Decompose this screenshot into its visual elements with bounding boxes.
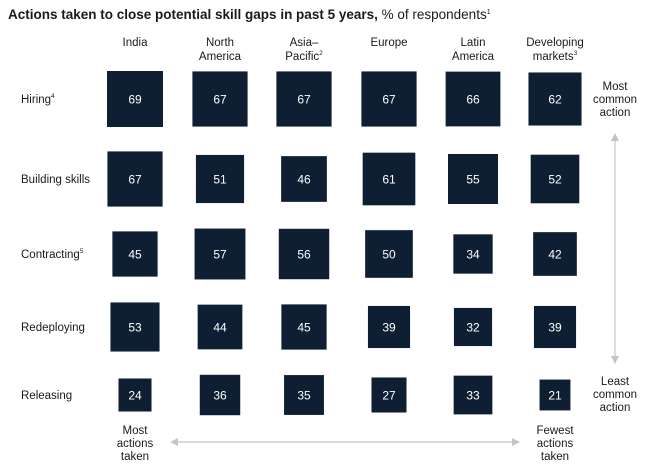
value-label-releasing-north-america: 36 [213,389,227,403]
cell-hiring-north-america [192,71,248,127]
legend-least-common-action-line-1: Least [601,376,630,388]
value-label-hiring-india: 69 [128,93,142,107]
cell-redeploying-developing-markets [533,305,577,349]
value-label-building-skills-india: 67 [128,173,142,187]
horizontal-arrow-head-left [170,438,178,446]
legend-least-common-action-line-3: action [600,402,631,414]
value-label-building-skills-europe: 61 [382,173,396,187]
column-header-europe: Europe [370,37,407,49]
cell-hiring-europe [361,71,417,127]
legend-most-actions-taken-line-3: taken [121,451,149,463]
value-label-building-skills-latin-america: 55 [466,173,480,187]
value-label-redeploying-europe: 39 [382,321,396,335]
value-label-redeploying-north-america: 44 [213,321,227,335]
cell-contracting-asia-pacific [278,228,330,280]
cell-contracting-latin-america [453,234,493,274]
cell-redeploying-latin-america [453,307,493,347]
cell-building-skills-india [107,151,163,207]
row-label-redeploying: Redeploying [21,322,85,334]
cell-hiring-developing-markets [528,72,582,126]
value-label-hiring-latin-america: 66 [466,93,480,107]
cell-redeploying-asia-pacific [281,304,327,350]
cell-releasing-asia-pacific [284,375,324,415]
legend-most-actions-taken-line-2: actions [117,438,154,450]
column-header-developing-markets-line-1: Developing [526,37,584,49]
legend-least-common-action-line-2: common [593,389,637,401]
value-label-contracting-north-america: 57 [213,248,227,262]
value-label-redeploying-india: 53 [128,321,142,335]
legend-fewest-actions-taken-line-2: actions [537,438,574,450]
cell-contracting-europe [365,230,413,278]
cell-contracting-north-america [194,228,246,280]
legend-most-actions-taken-line-1: Most [123,425,149,437]
legend-fewest-actions-taken-line-3: taken [541,451,569,463]
cell-building-skills-developing-markets [530,154,580,204]
cell-hiring-asia-pacific [276,71,332,127]
row-label-hiring: Hiring4 [21,93,55,106]
column-header-north-america-line-1: North [206,37,234,49]
column-header-asia-pacific-line-2: Pacific2 [285,50,323,63]
cell-building-skills-latin-america [448,154,498,204]
value-label-contracting-europe: 50 [382,248,396,262]
cell-hiring-latin-america [445,71,501,127]
legend-most-common-action-line-1: Most [603,81,629,93]
value-label-contracting-india: 45 [128,248,142,262]
cell-hiring-india [107,71,163,127]
chart-title: Actions taken to close potential skill g… [8,7,491,22]
cell-redeploying-india [110,302,160,352]
value-label-releasing-india: 24 [128,389,142,403]
value-label-building-skills-developing-markets: 52 [548,173,562,187]
column-header-asia-pacific-line-1: Asia– [290,37,319,49]
value-label-releasing-latin-america: 33 [466,389,480,403]
value-label-releasing-europe: 27 [382,389,396,403]
row-label-building-skills: Building skills [21,174,90,186]
column-header-india: India [123,37,149,49]
cell-contracting-india [112,231,158,277]
value-label-contracting-latin-america: 34 [466,248,480,262]
column-header-developing-markets-line-2: markets3 [533,50,578,63]
value-label-releasing-asia-pacific: 35 [297,389,311,403]
row-label-releasing: Releasing [21,390,72,402]
value-label-redeploying-asia-pacific: 45 [297,321,311,335]
value-label-contracting-asia-pacific: 56 [297,248,311,262]
vertical-arrow-head-up [611,133,619,141]
value-label-contracting-developing-markets: 42 [548,248,562,262]
cell-building-skills-north-america [195,154,245,204]
value-label-building-skills-asia-pacific: 46 [297,173,311,187]
cell-releasing-india [118,378,152,412]
value-label-redeploying-developing-markets: 39 [548,321,562,335]
cell-releasing-north-america [199,374,241,416]
cell-releasing-latin-america [453,375,493,415]
cell-contracting-developing-markets [533,232,577,276]
value-label-hiring-developing-markets: 62 [548,93,562,107]
value-label-redeploying-latin-america: 32 [466,321,480,335]
cell-building-skills-asia-pacific [281,156,327,202]
column-header-latin-america-line-1: Latin [461,37,486,49]
cell-redeploying-north-america [197,304,243,350]
legend-most-common-action-line-2: common [593,94,637,106]
column-header-latin-america-line-2: America [452,51,495,63]
value-label-hiring-asia-pacific: 67 [297,93,311,107]
value-label-hiring-europe: 67 [382,93,396,107]
horizontal-arrow-head-right [512,438,520,446]
column-header-north-america-line-2: America [199,51,242,63]
value-label-building-skills-north-america: 51 [213,173,227,187]
value-label-releasing-developing-markets: 21 [548,389,562,403]
cell-releasing-developing-markets [539,379,571,411]
legend-fewest-actions-taken-line-1: Fewest [536,425,574,437]
value-label-hiring-north-america: 67 [213,93,227,107]
cell-building-skills-europe [362,152,416,206]
vertical-arrow-head-down [611,356,619,364]
row-label-contracting: Contracting5 [21,248,84,261]
legend-most-common-action-line-3: action [600,107,631,119]
cell-releasing-europe [371,377,407,413]
cell-redeploying-europe [367,305,411,349]
